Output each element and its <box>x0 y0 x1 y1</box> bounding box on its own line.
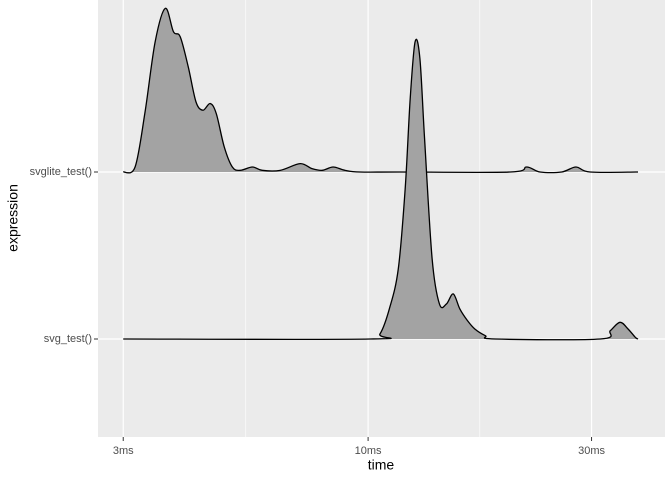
x-tick-label: 10ms <box>355 445 382 457</box>
y-tick-label: svg_test() <box>44 333 92 345</box>
density-line <box>123 38 639 341</box>
density-line <box>122 7 639 174</box>
density-area <box>123 8 639 173</box>
panel <box>98 0 665 437</box>
x-tick-label: 30ms <box>578 445 605 457</box>
x-axis-title: time <box>368 457 395 473</box>
y-axis-title: expression <box>5 184 21 252</box>
y-tick-label: svglite_test() <box>30 166 92 178</box>
x-tick-label: 3ms <box>113 445 134 457</box>
